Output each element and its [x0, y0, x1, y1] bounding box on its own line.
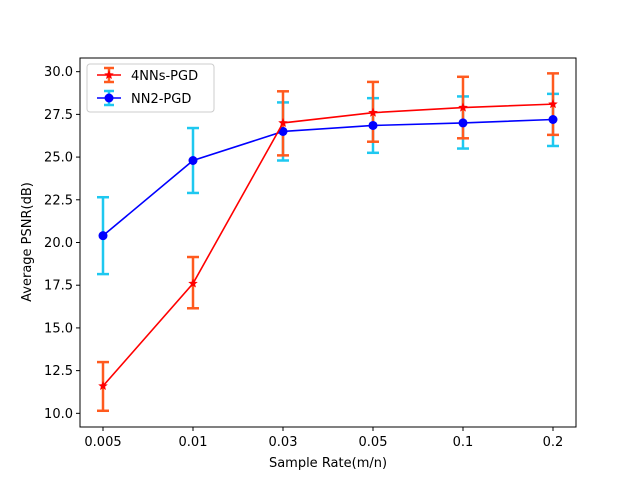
- legend-marker: [104, 70, 114, 80]
- legend: 4NNs-PGD NN2-PGD: [86, 63, 215, 113]
- y-axis-label: Average PSNR(dB): [20, 182, 35, 302]
- plot-area: [80, 58, 576, 427]
- y-tick-label: 30.0: [44, 65, 73, 80]
- legend-box: [86, 63, 215, 113]
- x-tick-label: 0.005: [84, 435, 121, 450]
- data-point: [548, 115, 558, 124]
- x-tick-label: 0.01: [179, 435, 208, 450]
- data-point: [368, 107, 378, 117]
- data-point: [188, 278, 198, 288]
- y-tick-label: 22.5: [44, 193, 73, 208]
- legend-marker: [104, 93, 114, 103]
- data-point: [278, 117, 288, 127]
- data-point: [98, 231, 108, 241]
- y-tick-label: 27.5: [44, 108, 73, 123]
- data-point: [458, 102, 468, 112]
- data-point: [458, 118, 468, 128]
- y-axis: 10.0 12.5 15.0 17.5 20.0 22.5 25.0 27.5 30.0: [44, 65, 80, 422]
- x-tick-label: 0.1: [453, 435, 474, 450]
- y-tick-label: 20.0: [44, 236, 73, 251]
- series-4nns-pgd: [98, 99, 558, 391]
- legend-label: NN2-PGD: [131, 92, 191, 107]
- data-point: [98, 381, 108, 391]
- y-tick-label: 12.5: [44, 364, 73, 379]
- x-axis: 0.005 0.01 0.03 0.05 0.1 0.2: [84, 427, 563, 450]
- y-tick-label: 17.5: [44, 279, 73, 294]
- data-point: [188, 156, 198, 165]
- data-point: [368, 120, 378, 130]
- series-nn2-pgd: [98, 115, 558, 241]
- x-tick-label: 0.03: [269, 435, 298, 450]
- series-line: [102, 118, 554, 237]
- y-tick-label: 25.0: [44, 151, 73, 166]
- data-point: [548, 99, 558, 109]
- legend-entry: 4NNs-PGD: [97, 66, 198, 84]
- series-line: [102, 103, 554, 387]
- data-point: [278, 126, 288, 136]
- x-axis-label: Sample Rate(m/n): [269, 456, 387, 471]
- x-tick-label: 0.2: [543, 435, 564, 450]
- legend-entry: NN2-PGD: [97, 89, 191, 107]
- y-tick-label: 10.0: [44, 407, 73, 422]
- y-tick-label: 15.0: [44, 321, 73, 336]
- series-layer: [98, 99, 558, 391]
- x-tick-label: 0.05: [359, 435, 388, 450]
- legend-label: 4NNs-PGD: [131, 69, 198, 84]
